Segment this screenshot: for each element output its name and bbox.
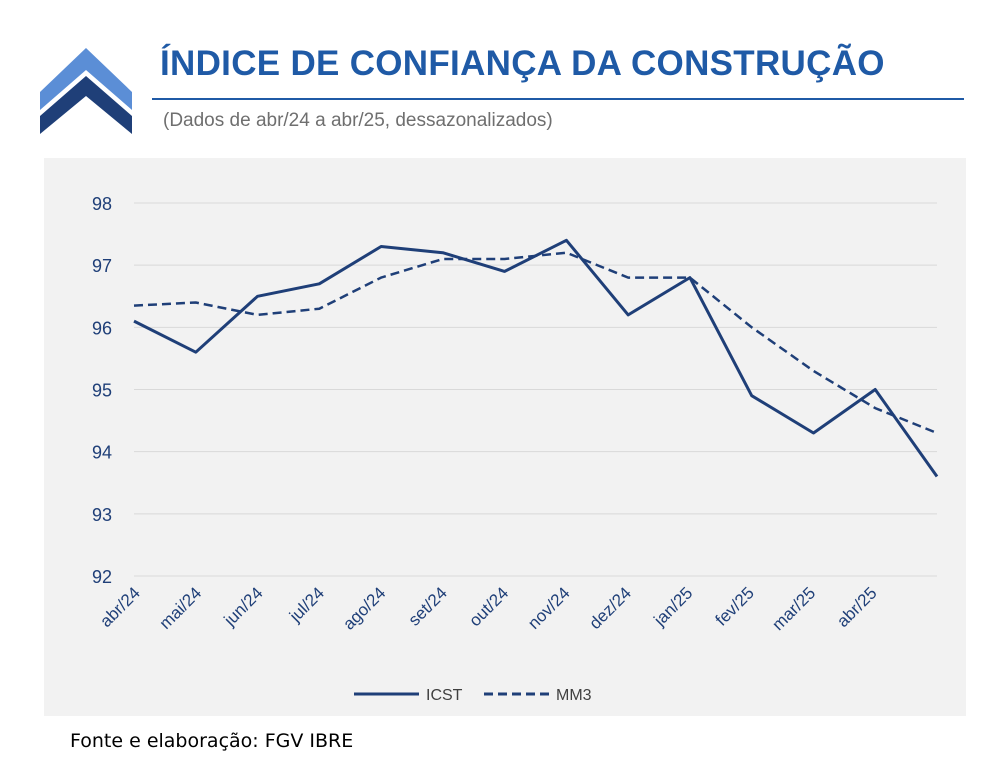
legend-label-icst: ICST bbox=[426, 687, 463, 704]
x-tick-label: out/24 bbox=[465, 583, 512, 630]
series-line-mm3 bbox=[133, 251, 938, 435]
page-title: ÍNDICE DE CONFIANÇA DA CONSTRUÇÃO bbox=[160, 44, 885, 83]
gridlines bbox=[134, 202, 937, 577]
legend: ICST MM3 bbox=[354, 687, 592, 704]
series-line-icst bbox=[133, 238, 939, 478]
y-axis-ticks: 92 93 94 95 96 97 98 bbox=[92, 194, 112, 587]
page-subtitle: (Dados de abr/24 a abr/25, dessazonaliza… bbox=[163, 110, 553, 131]
y-tick-label: 92 bbox=[92, 567, 112, 587]
x-tick-label: set/24 bbox=[405, 583, 451, 629]
x-tick-label: jan/25 bbox=[650, 583, 697, 630]
x-tick-label: dez/24 bbox=[585, 583, 635, 633]
x-tick-label: ago/24 bbox=[339, 583, 389, 633]
source-note: Fonte e elaboração: FGV IBRE bbox=[70, 730, 354, 752]
legend-label-mm3: MM3 bbox=[556, 687, 592, 704]
y-tick-label: 94 bbox=[92, 443, 112, 463]
title-divider bbox=[152, 98, 964, 100]
y-tick-label: 95 bbox=[92, 381, 112, 401]
x-tick-label: jul/24 bbox=[285, 583, 328, 626]
x-tick-label: nov/24 bbox=[524, 583, 574, 633]
chevron-up-logo-icon bbox=[40, 48, 132, 134]
y-tick-label: 96 bbox=[92, 318, 112, 338]
y-tick-label: 97 bbox=[92, 256, 112, 276]
x-tick-label: mar/25 bbox=[768, 583, 819, 634]
x-tick-label: abr/24 bbox=[96, 583, 144, 631]
x-axis-ticks: abr/24 mai/24 jun/24 jul/24 ago/24 set/24 out/… bbox=[96, 583, 880, 634]
x-tick-label: jun/24 bbox=[220, 583, 267, 630]
series-lines bbox=[133, 238, 939, 478]
chart-panel: 92 93 94 95 96 97 98 abr/24 mai/24 jun/24 jul/24 a… bbox=[44, 158, 966, 716]
y-tick-label: 93 bbox=[92, 505, 112, 525]
x-tick-label: abr/25 bbox=[833, 583, 881, 631]
x-tick-label: mai/24 bbox=[156, 583, 206, 633]
x-tick-label: fev/25 bbox=[712, 583, 758, 629]
y-tick-label: 98 bbox=[92, 194, 112, 214]
